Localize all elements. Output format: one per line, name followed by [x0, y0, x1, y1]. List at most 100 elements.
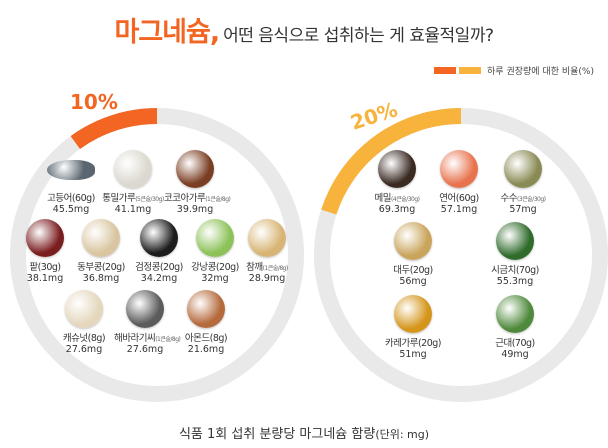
food-item: 고등어(60g) 45.5mg	[40, 150, 102, 215]
food-name-text: 수수	[500, 193, 518, 204]
food-name-text: 동부콩(20g)	[77, 262, 125, 273]
food-name-text: 고등어(60g)	[47, 193, 95, 204]
food-name-text: 메밀	[374, 193, 392, 204]
food-magnesium-value: 36.8mg	[82, 273, 120, 284]
food-magnesium-value: 32mg	[201, 273, 229, 284]
food-name: 대두(20g)	[382, 262, 444, 276]
left-percent-label: 10%	[70, 90, 118, 114]
food-item: 코코아가루(1큰술/8g) 39.9mg	[164, 150, 231, 215]
food-magnesium-value: 27.6mg	[65, 344, 103, 355]
whole-wheat-flour-icon	[114, 150, 152, 188]
mackerel-icon	[47, 160, 95, 180]
food-magnesium-value: 57.1mg	[440, 204, 478, 215]
food-magnesium-value: 49mg	[501, 349, 529, 360]
black-bean-icon	[140, 219, 178, 257]
food-item: 통밀가루(5큰술/30g) 41.1mg	[102, 150, 164, 215]
food-item: 해바라기씨(1큰술/8g) 27.6mg	[114, 290, 181, 355]
food-serving-note: (4큰술/30g)	[390, 196, 420, 203]
food-serving-note: (1큰술/8g)	[155, 336, 181, 343]
food-item: 수수(3큰술/30g) 57mg	[492, 150, 554, 215]
food-serving-note: (1큰술/8g)	[262, 265, 289, 272]
food-name: 코코아가루(1큰술/8g)	[164, 190, 231, 204]
food-name: 캐슈넛(8g)	[53, 330, 115, 344]
food-name-text: 근대(70g)	[495, 338, 535, 349]
food-item: 연어(60g) 57.1mg	[428, 150, 490, 215]
sunflower-seed-icon	[126, 290, 164, 328]
food-name: 카레가루(20g)	[382, 335, 444, 349]
food-magnesium-value: 34.2mg	[140, 273, 178, 284]
legend-swatch-orange	[434, 67, 457, 74]
food-magnesium-value: 57mg	[509, 204, 537, 215]
food-item: 카레가루(20g) 51mg	[382, 295, 444, 360]
title-question: 어떤 음식으로 섭취하는 게 효율적일까?	[223, 26, 494, 46]
caption-main: 식품 1회 섭취 분량당 마그네슘 함량	[178, 427, 376, 442]
food-item: 메밀(4큰술/30g) 69.3mg	[366, 150, 428, 215]
salmon-icon	[440, 150, 478, 188]
food-name-text: 카레가루(20g)	[385, 338, 442, 349]
caption-unit: (단위: mg)	[375, 428, 430, 441]
food-name-text: 캐슈넛(8g)	[62, 333, 106, 344]
caption: 식품 1회 섭취 분량당 마그네슘 함량(단위: mg)	[0, 423, 608, 442]
food-name: 참깨(1큰술/8g)	[236, 259, 298, 273]
food-name-text: 참깨	[246, 262, 263, 273]
food-name: 근대(70g)	[484, 335, 546, 349]
food-name: 강낭콩(20g)	[184, 259, 246, 273]
food-name-text: 연어(60g)	[439, 193, 479, 204]
food-serving-note: (3큰술/30g)	[516, 196, 546, 203]
food-magnesium-value: 21.6mg	[187, 344, 225, 355]
food-name: 시금치(70g)	[484, 262, 546, 276]
food-name-text: 팥(30g)	[29, 262, 61, 273]
food-serving-note: (1큰술/8g)	[205, 196, 231, 203]
green-pea-icon	[196, 219, 234, 257]
legend-label: 하루 권장량에 대한 비율(%)	[487, 67, 594, 77]
food-item: 대두(20g) 56mg	[382, 222, 444, 287]
food-name: 동부콩(20g)	[70, 259, 132, 273]
food-item: 시금치(70g) 55.3mg	[484, 222, 546, 287]
food-item: 참깨(1큰술/8g) 28.9mg	[236, 219, 298, 284]
food-magnesium-value: 39.9mg	[176, 204, 214, 215]
food-item: 캐슈넛(8g) 27.6mg	[53, 290, 115, 355]
food-item: 동부콩(20g) 36.8mg	[70, 219, 132, 284]
food-name: 팥(30g)	[14, 259, 76, 273]
food-name-text: 코코아가루	[164, 193, 206, 204]
food-name-text: 검정콩(20g)	[135, 262, 183, 273]
food-magnesium-value: 69.3mg	[378, 204, 416, 215]
food-magnesium-value: 56mg	[399, 276, 427, 287]
food-name-text: 시금치(70g)	[491, 265, 539, 276]
food-name-text: 통밀가루	[102, 193, 136, 204]
cowpea-icon	[82, 219, 120, 257]
food-item: 아몬드(8g) 21.6mg	[175, 290, 237, 355]
legend: 하루 권장량에 대한 비율(%)	[434, 64, 594, 77]
food-name-text: 해바라기씨	[114, 333, 156, 344]
food-item: 근대(70g) 49mg	[484, 295, 546, 360]
legend-swatch-yellow	[459, 67, 482, 74]
food-name-text: 아몬드(8g)	[184, 333, 228, 344]
food-item: 팥(30g) 38.1mg	[14, 219, 76, 284]
food-magnesium-value: 27.6mg	[126, 344, 164, 355]
cocoa-powder-icon	[176, 150, 214, 188]
page-title: 마그네슘, 어떤 음식으로 섭취하는 게 효율적일까?	[0, 10, 608, 49]
spinach-icon	[496, 222, 534, 260]
cashew-icon	[65, 290, 103, 328]
buckwheat-icon	[378, 150, 416, 188]
food-name: 해바라기씨(1큰술/8g)	[114, 330, 181, 344]
soybean-icon	[394, 222, 432, 260]
almond-icon	[187, 290, 225, 328]
sesame-icon	[248, 219, 286, 257]
food-magnesium-value: 51mg	[399, 349, 427, 360]
food-serving-note: (5큰술/30g)	[135, 196, 164, 203]
food-name-text: 강낭콩(20g)	[191, 262, 239, 273]
food-magnesium-value: 55.3mg	[496, 276, 534, 287]
food-name-text: 대두(20g)	[393, 265, 433, 276]
food-name: 수수(3큰술/30g)	[492, 190, 554, 204]
food-name: 메밀(4큰술/30g)	[366, 190, 428, 204]
food-magnesium-value: 45.5mg	[52, 204, 90, 215]
food-item: 강낭콩(20g) 32mg	[184, 219, 246, 284]
red-bean-icon	[26, 219, 64, 257]
sorghum-icon	[504, 150, 542, 188]
food-name: 고등어(60g)	[40, 190, 102, 204]
food-magnesium-value: 38.1mg	[26, 273, 64, 284]
food-name: 아몬드(8g)	[175, 330, 237, 344]
food-name: 연어(60g)	[428, 190, 490, 204]
food-name: 검정콩(20g)	[128, 259, 190, 273]
